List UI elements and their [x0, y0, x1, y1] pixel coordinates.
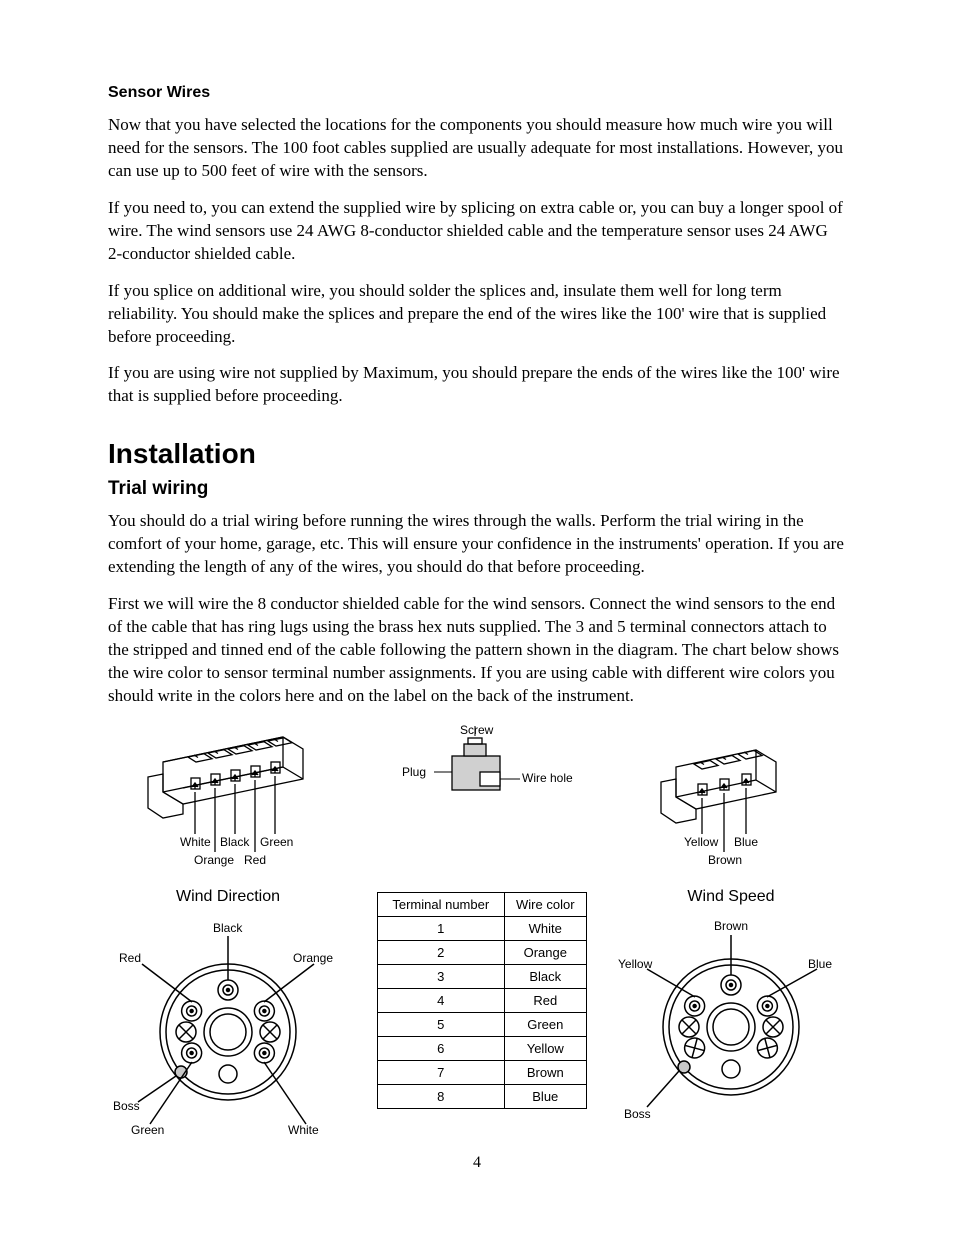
dir-label-green: Green [131, 1123, 164, 1137]
plug-label-screw: Screw [460, 723, 494, 737]
para-3: If you splice on additional wire, you sh… [108, 280, 846, 349]
page-content: Sensor Wires Now that you have selected … [0, 0, 954, 1212]
table-row: 3Black [378, 964, 587, 988]
dir-label-orange: Orange [293, 951, 333, 965]
dir-label-white: White [288, 1123, 319, 1137]
label-green: Green [260, 835, 293, 849]
table-row: 6Yellow [378, 1036, 587, 1060]
dir-label-black: Black [213, 921, 243, 935]
label-red: Red [244, 853, 266, 867]
diagrams-row: White Black Green Orange Red Wind Direct… [108, 722, 846, 1142]
table-row: 5Green [378, 1012, 587, 1036]
wind-direction-sensor-diagram: Black Red Orange Green White Boss [113, 912, 343, 1142]
wind-speed-sensor-diagram: Brown Yellow Blue Boss [616, 912, 846, 1132]
table-row: 8Blue [378, 1084, 587, 1108]
plug-label-wirehole: Wire hole [522, 771, 573, 785]
table-row: 4Red [378, 988, 587, 1012]
para-2: If you need to, you can extend the suppl… [108, 197, 846, 266]
label-brown: Brown [708, 853, 742, 867]
label-blue: Blue [734, 835, 758, 849]
wind-direction-title: Wind Direction [176, 888, 280, 906]
trial-wiring-heading: Trial wiring [108, 478, 846, 500]
plug-detail-diagram: Screw Plug Wire hole [372, 722, 592, 812]
wind-direction-column: White Black Green Orange Red Wind Direct… [108, 722, 348, 1142]
label-black: Black [220, 835, 250, 849]
spd-label-brown: Brown [714, 919, 748, 933]
table-row: 7Brown [378, 1060, 587, 1084]
spd-label-yellow: Yellow [618, 957, 653, 971]
spd-label-blue: Blue [808, 957, 832, 971]
label-orange: Orange [194, 853, 234, 867]
dir-label-boss: Boss [113, 1099, 140, 1113]
wind-speed-column: Yellow Blue Brown Wind Speed [616, 722, 846, 1142]
connector-3slot-diagram: Yellow Blue Brown [636, 722, 826, 882]
plug-label-plug: Plug [402, 765, 426, 779]
spd-label-boss: Boss [624, 1107, 651, 1121]
para-1: Now that you have selected the locations… [108, 114, 846, 183]
dir-label-red: Red [119, 951, 141, 965]
wind-speed-title: Wind Speed [687, 888, 774, 906]
label-white: White [180, 835, 211, 849]
connector-5slot-diagram: White Black Green Orange Red [128, 722, 328, 882]
table-row: 1White [378, 916, 587, 940]
middle-column: Screw Plug Wire hole Terminal number Wir… [367, 722, 597, 1142]
installation-heading: Installation [108, 438, 846, 470]
th-color: Wire color [504, 892, 586, 916]
label-yellow: Yellow [684, 835, 719, 849]
para-6: First we will wire the 8 conductor shiel… [108, 593, 846, 708]
para-4: If you are using wire not supplied by Ma… [108, 362, 846, 408]
page-number: 4 [108, 1154, 846, 1172]
sensor-wires-heading: Sensor Wires [108, 84, 846, 102]
para-5: You should do a trial wiring before runn… [108, 510, 846, 579]
th-terminal: Terminal number [378, 892, 505, 916]
wire-color-table: Terminal number Wire color 1White 2Orang… [377, 892, 587, 1109]
table-row: 2Orange [378, 940, 587, 964]
